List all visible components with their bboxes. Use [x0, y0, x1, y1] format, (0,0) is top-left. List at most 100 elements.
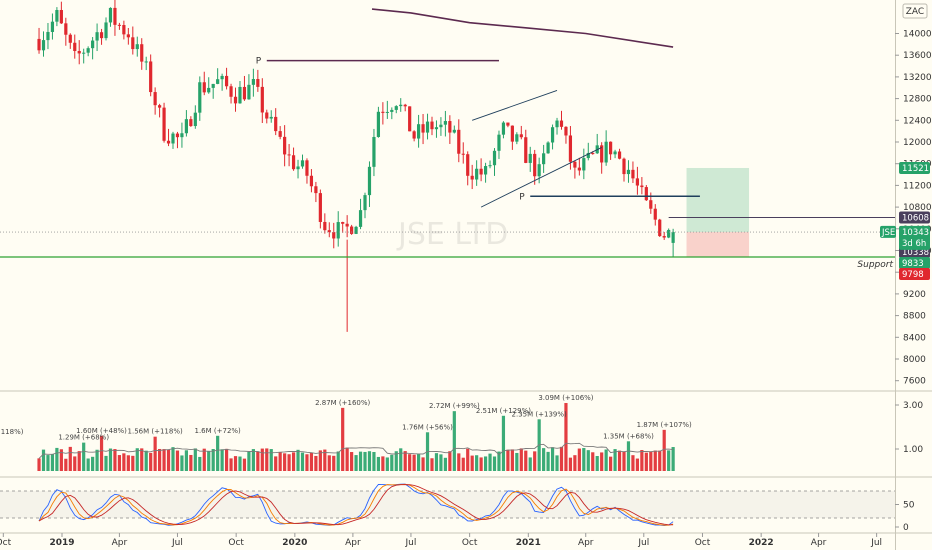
volume-bar[interactable] — [381, 456, 385, 471]
volume-bar[interactable] — [448, 451, 452, 471]
candle[interactable] — [399, 98, 403, 112]
volume-bar[interactable] — [519, 448, 523, 471]
volume-bar[interactable] — [211, 449, 215, 471]
volume-bar[interactable] — [309, 452, 314, 471]
volume-bar[interactable] — [363, 451, 367, 471]
volume-bar[interactable] — [149, 452, 153, 471]
volume-bar[interactable] — [367, 451, 372, 471]
candle[interactable] — [126, 28, 130, 45]
candle[interactable] — [559, 110, 564, 130]
volume-bar[interactable] — [260, 448, 264, 471]
candle[interactable] — [416, 114, 421, 148]
volume-bar[interactable] — [609, 456, 613, 471]
candle[interactable] — [233, 87, 238, 112]
volume-bar[interactable] — [533, 451, 537, 471]
stop-zone[interactable] — [686, 232, 750, 258]
candle[interactable] — [300, 154, 305, 169]
candle[interactable] — [367, 161, 372, 207]
volume-bar[interactable] — [336, 451, 340, 471]
candle[interactable] — [113, 0, 117, 36]
volume-bar[interactable] — [82, 442, 86, 471]
candle[interactable] — [166, 128, 171, 147]
candle[interactable] — [327, 222, 331, 238]
candle[interactable] — [609, 141, 613, 160]
volume-bar[interactable] — [559, 446, 564, 471]
candle[interactable] — [658, 218, 662, 238]
volume-bar[interactable] — [443, 457, 447, 471]
candle[interactable] — [363, 192, 367, 219]
volume-bar[interactable] — [403, 451, 407, 471]
candle[interactable] — [403, 103, 407, 112]
volume-bar[interactable] — [193, 448, 197, 471]
volume-bar[interactable] — [233, 456, 238, 471]
price-tag-9798[interactable]: 9798 — [899, 268, 930, 281]
volume-bar[interactable] — [242, 458, 247, 471]
candle[interactable] — [533, 149, 537, 185]
volume-bar[interactable] — [350, 452, 354, 471]
candle[interactable] — [390, 107, 394, 120]
candle[interactable] — [144, 56, 148, 71]
volume-bar[interactable] — [550, 447, 555, 471]
volume-bar[interactable] — [483, 456, 488, 471]
candle[interactable] — [573, 160, 577, 179]
candle[interactable] — [41, 31, 46, 57]
volume-bar[interactable] — [332, 455, 336, 471]
volume-bar[interactable] — [399, 448, 403, 471]
candle[interactable] — [175, 131, 180, 149]
candle[interactable] — [131, 26, 135, 55]
candle[interactable] — [443, 110, 447, 137]
volume-bar[interactable] — [568, 457, 573, 471]
candle[interactable] — [247, 74, 251, 100]
candle[interactable] — [635, 166, 640, 195]
volume-bar[interactable] — [117, 455, 122, 471]
volume-bar[interactable] — [50, 454, 55, 471]
volume-bar[interactable] — [202, 448, 206, 471]
candle[interactable] — [309, 169, 314, 193]
volume-bar[interactable] — [461, 457, 465, 471]
candle[interactable] — [501, 121, 506, 139]
volume-bar[interactable] — [91, 456, 95, 471]
volume-bar[interactable] — [390, 454, 394, 471]
candle[interactable] — [287, 144, 291, 167]
candle[interactable] — [421, 113, 425, 145]
volume-bar[interactable] — [140, 448, 144, 471]
volume-bar[interactable] — [158, 448, 162, 471]
candle[interactable] — [564, 126, 568, 144]
volume-bar[interactable] — [595, 456, 599, 471]
volume-bar[interactable] — [604, 449, 608, 471]
candle[interactable] — [180, 122, 184, 148]
volume-bar[interactable] — [501, 415, 506, 471]
candle[interactable] — [631, 161, 635, 184]
candle[interactable] — [345, 215, 349, 238]
candle[interactable] — [336, 211, 340, 247]
candle[interactable] — [296, 159, 300, 179]
target-zone[interactable] — [686, 167, 750, 233]
volume-bar[interactable] — [274, 456, 278, 471]
candle[interactable] — [91, 37, 95, 60]
volume-bar[interactable] — [189, 454, 193, 471]
candle[interactable] — [542, 144, 546, 173]
candle[interactable] — [617, 148, 622, 160]
price-tag-10608[interactable]: 10608 — [899, 211, 930, 224]
volume-bar[interactable] — [37, 458, 41, 471]
candle[interactable] — [385, 100, 389, 119]
candle[interactable] — [68, 33, 72, 49]
candle[interactable] — [653, 204, 657, 226]
volume-bar[interactable] — [524, 450, 528, 471]
candle[interactable] — [37, 27, 41, 54]
moving-average-line[interactable] — [371, 8, 674, 48]
candle[interactable] — [140, 38, 144, 70]
volume-bar[interactable] — [314, 455, 318, 471]
candle[interactable] — [104, 17, 108, 41]
volume-bar[interactable] — [108, 448, 113, 471]
candle[interactable] — [184, 110, 188, 137]
candle[interactable] — [50, 13, 55, 40]
volume-bar[interactable] — [198, 456, 202, 471]
volume-bar[interactable] — [59, 449, 63, 471]
candle[interactable] — [95, 23, 99, 52]
candle[interactable] — [483, 162, 488, 183]
candle[interactable] — [59, 1, 63, 24]
volume-bar[interactable] — [492, 456, 497, 471]
volume-bar[interactable] — [305, 454, 309, 471]
volume-bar[interactable] — [175, 450, 180, 471]
